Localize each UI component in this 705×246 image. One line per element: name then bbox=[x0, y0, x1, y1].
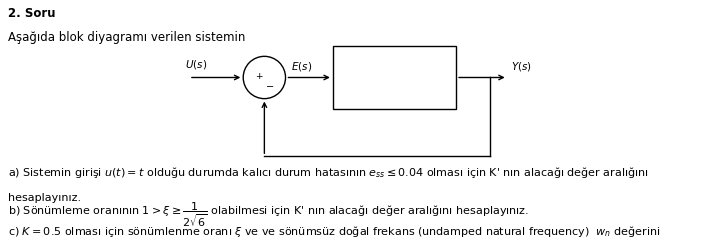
Text: $Y(s)$: $Y(s)$ bbox=[511, 60, 532, 73]
Text: hesaplayınız.: hesaplayınız. bbox=[8, 193, 82, 203]
Text: a) Sistemin girişi $u(t) = t$ olduğu durumda kalıcı durum hatasının $e_{ss} \leq: a) Sistemin girişi $u(t) = t$ olduğu dur… bbox=[8, 165, 649, 180]
Text: c) $K = 0.5$ olması için sönümlenme oranı $\xi$ ve ve sönümsüz doğal frekans (un: c) $K = 0.5$ olması için sönümlenme oran… bbox=[8, 224, 661, 239]
Text: $E(s)$: $E(s)$ bbox=[291, 60, 312, 73]
Text: $U(s)$: $U(s)$ bbox=[185, 58, 207, 71]
Text: +: + bbox=[255, 72, 262, 81]
Text: b) Sönümleme oranının $1 > \xi \geq \dfrac{1}{2\sqrt{6}}$ olabilmesi için K' nın: b) Sönümleme oranının $1 > \xi \geq \dfr… bbox=[8, 200, 529, 229]
Text: $K$: $K$ bbox=[389, 56, 400, 69]
Bar bbox=[333, 46, 456, 109]
Text: $s(s+1)$: $s(s+1)$ bbox=[375, 89, 414, 102]
Text: 2. Soru: 2. Soru bbox=[8, 7, 56, 20]
Text: Aşağıda blok diyagramı verilen sistemin: Aşağıda blok diyagramı verilen sistemin bbox=[8, 31, 246, 44]
Text: −: − bbox=[266, 82, 274, 92]
